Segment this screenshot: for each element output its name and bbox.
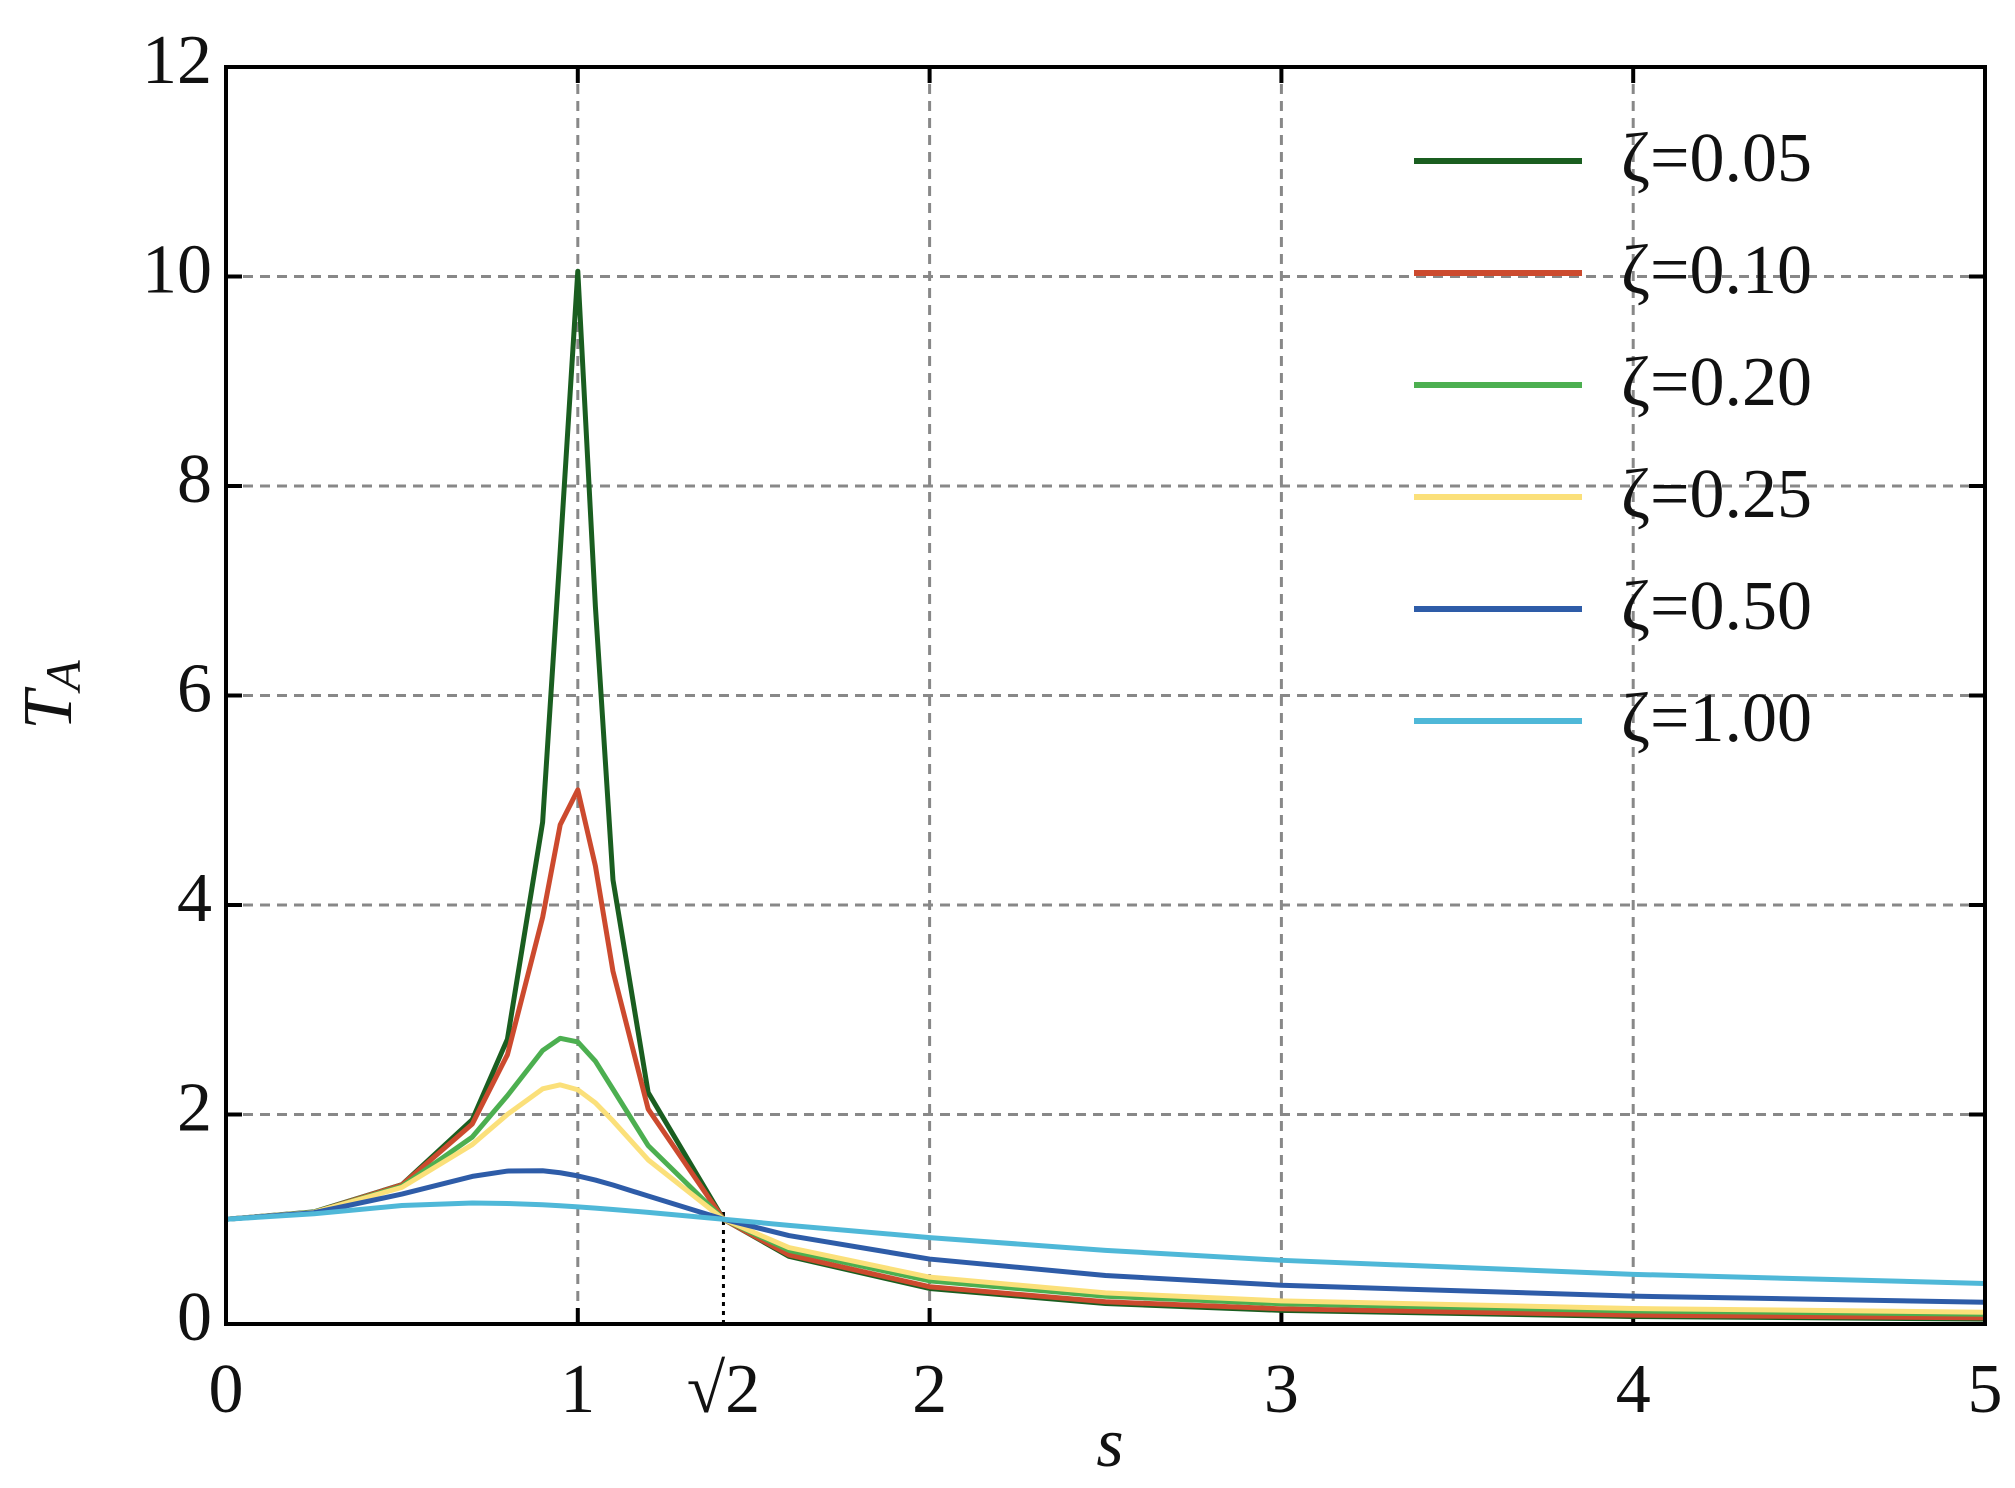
x-tick-label: 4 — [1616, 1351, 1651, 1428]
legend-label: ζ=0.10 — [1621, 232, 1812, 309]
series-line — [225, 1200, 1986, 1286]
y-axis-label-sub: A — [35, 660, 91, 694]
series-line — [225, 1082, 1986, 1315]
series-line — [225, 787, 1986, 1321]
series-line — [225, 1168, 1986, 1305]
x-tick-label: √2 — [687, 1351, 760, 1428]
legend-label: ζ=0.25 — [1621, 456, 1812, 533]
y-tick-label: 8 — [177, 441, 212, 518]
x-tick-label: 2 — [912, 1351, 947, 1428]
legend-label: ζ=0.05 — [1621, 120, 1812, 197]
y-tick-label: 4 — [177, 860, 212, 937]
y-tick-label: 2 — [177, 1070, 212, 1147]
series-line — [225, 268, 1986, 1322]
y-tick-label: 0 — [177, 1279, 212, 1356]
series-line — [225, 1035, 1986, 1317]
plot-frame — [224, 65, 1987, 1326]
legend-label: ζ=1.00 — [1621, 680, 1812, 757]
legend-label: ζ=0.50 — [1621, 568, 1812, 645]
x-tick-label: 1 — [560, 1351, 595, 1428]
legend-label: ζ=0.20 — [1621, 344, 1812, 421]
x-tick-label: 0 — [209, 1351, 244, 1428]
x-tick-label: 3 — [1264, 1351, 1299, 1428]
y-axis-label-main: T — [10, 686, 87, 730]
y-axis-label: TA — [10, 660, 91, 730]
y-tick-label: 12 — [142, 22, 212, 99]
x-tick-label: 5 — [1968, 1351, 2003, 1428]
y-tick-label: 10 — [142, 232, 212, 309]
x-axis-label: s — [1096, 1405, 1123, 1482]
y-tick-label: 6 — [177, 651, 212, 728]
y-axis-label-group: TA — [10, 660, 91, 730]
